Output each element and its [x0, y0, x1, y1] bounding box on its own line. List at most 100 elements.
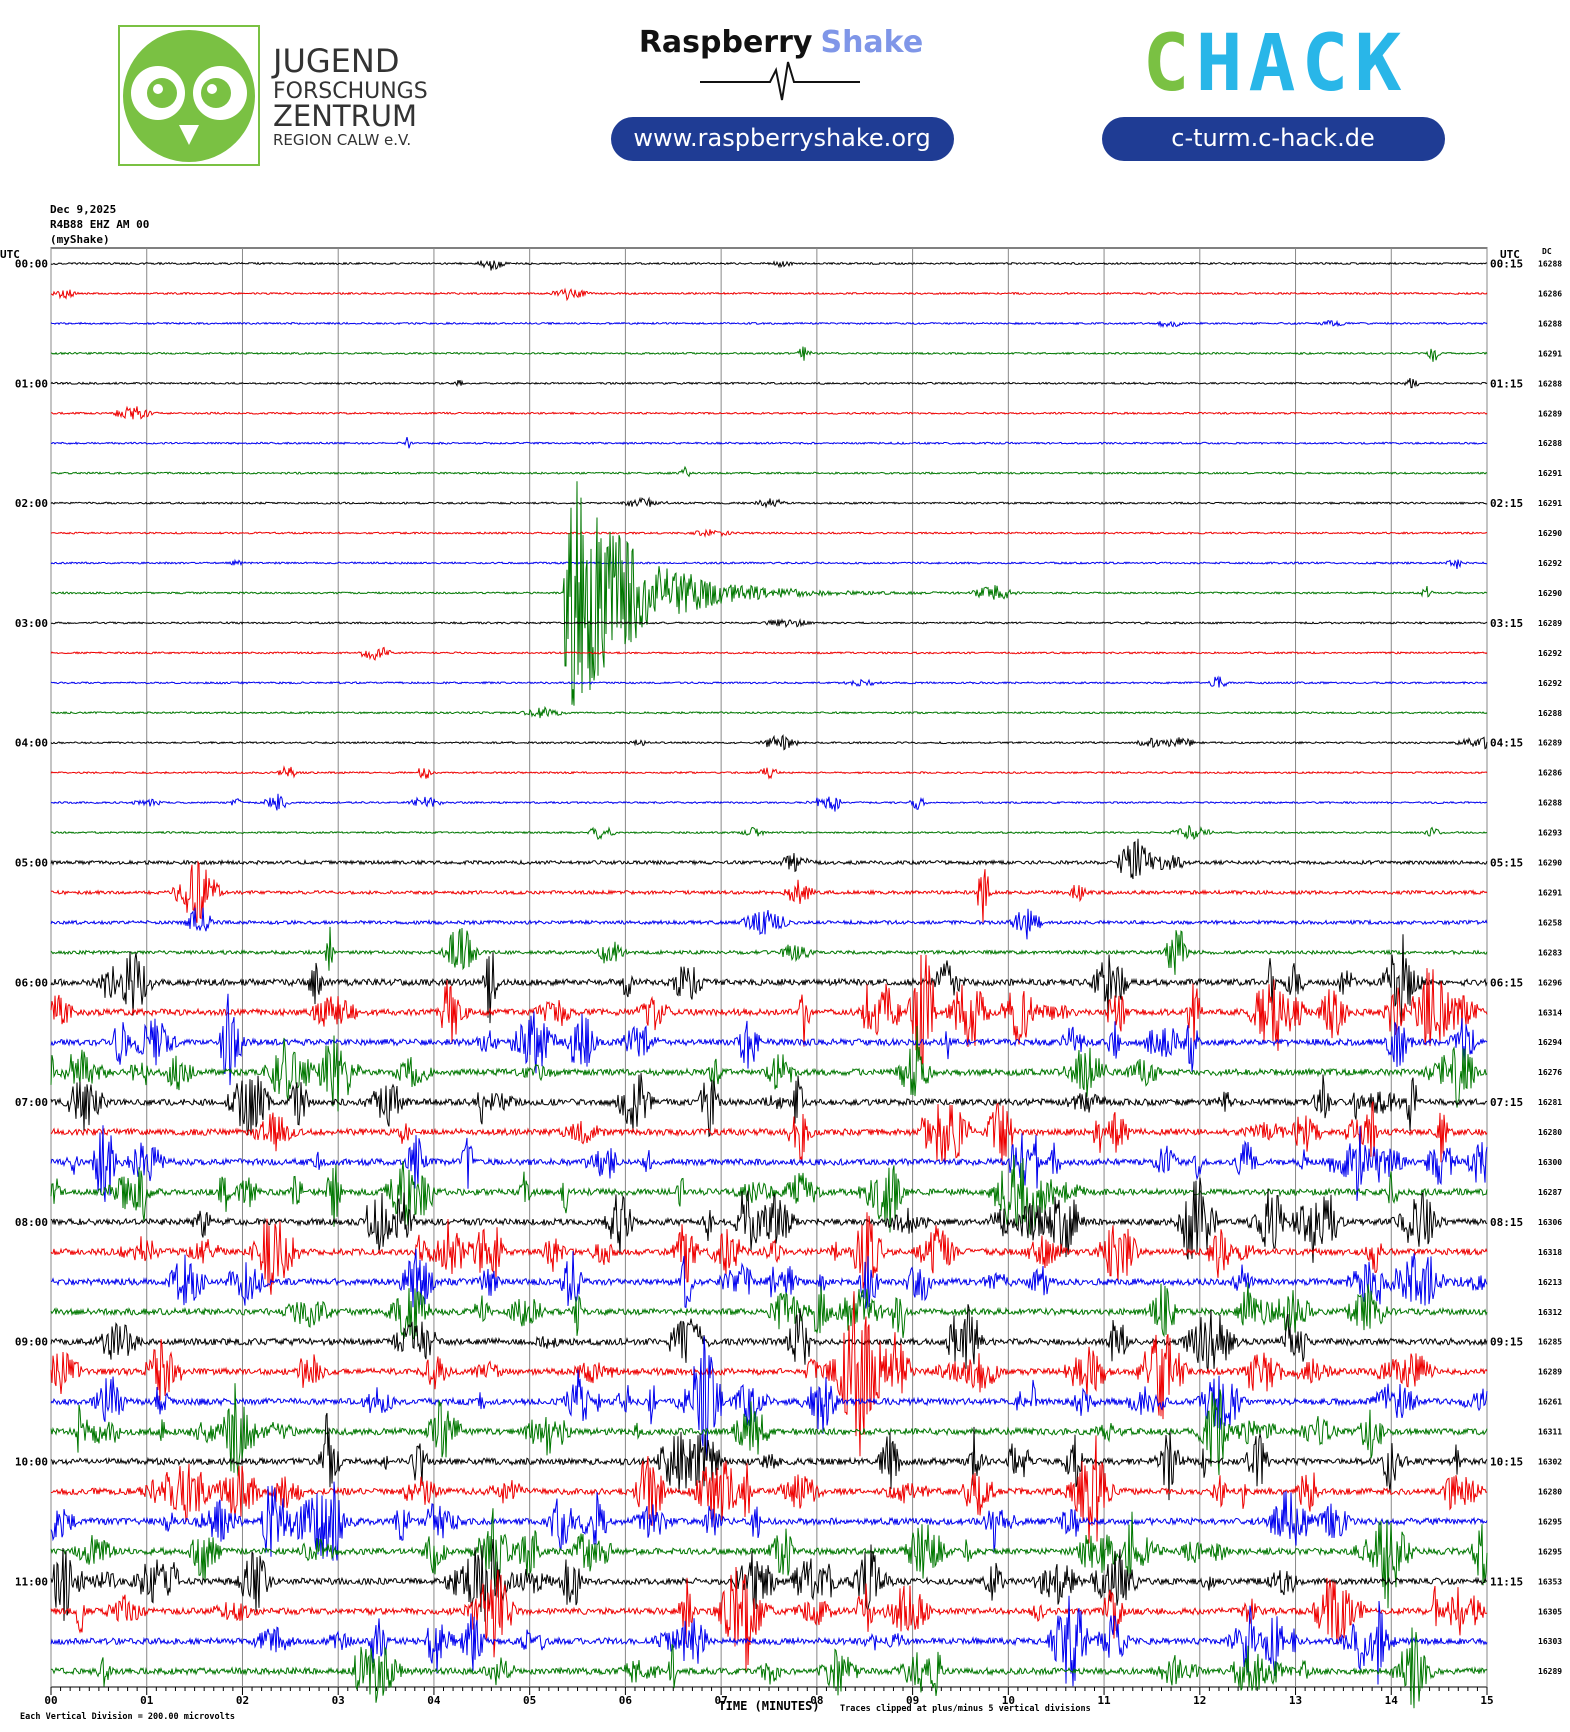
dc-value: 16290	[1538, 589, 1562, 598]
rs-word: Shake	[820, 25, 923, 60]
trace	[50, 1154, 1488, 1235]
dc-value: 16288	[1538, 260, 1562, 269]
trace	[50, 1538, 1488, 1622]
date: Dec 9,2025	[50, 203, 116, 216]
dc-value: 16318	[1538, 1248, 1562, 1257]
dc-value: 16288	[1538, 439, 1562, 448]
dc-value: 16289	[1538, 619, 1562, 628]
minute-label: 12	[1193, 1694, 1206, 1707]
plot-frame	[50, 247, 1488, 1688]
trace	[50, 465, 1488, 478]
minute-label: 07	[715, 1694, 728, 1707]
right-time: 02:15	[1490, 497, 1523, 510]
left-time: 07:00	[15, 1096, 48, 1109]
minute-label: 09	[906, 1694, 919, 1707]
minute-label: 13	[1289, 1694, 1302, 1707]
trace	[50, 346, 1488, 362]
rs-word: Raspberry	[639, 25, 813, 60]
right-time: 06:15	[1490, 976, 1523, 989]
trace	[50, 1304, 1488, 1372]
trace	[50, 675, 1488, 688]
dc-value: 16289	[1538, 409, 1562, 418]
trace	[50, 1481, 1488, 1561]
dc-value: 16291	[1538, 499, 1562, 508]
dc-value: 16302	[1538, 1458, 1562, 1467]
minute-label: 08	[810, 1694, 823, 1707]
minute-label: 02	[236, 1694, 249, 1707]
trace	[50, 618, 1488, 629]
trace	[50, 436, 1488, 449]
trace	[50, 838, 1488, 880]
trace	[50, 993, 1488, 1086]
right-time: 04:15	[1490, 737, 1523, 750]
scale-note: Each Vertical Division = 200.00 microvol…	[20, 1711, 235, 1722]
trace	[50, 377, 1488, 389]
trace	[51, 405, 1488, 420]
dc-unit: DC	[1542, 247, 1552, 256]
dc-value: 16289	[1538, 1368, 1562, 1377]
x-label: TIME (MINUTES)	[718, 1699, 819, 1713]
chack-url: c-turm.c-hack.de	[1171, 124, 1374, 152]
dc-value: 16281	[1538, 1098, 1562, 1107]
right-time: 07:15	[1490, 1096, 1523, 1109]
dc-value: 16290	[1538, 529, 1562, 538]
trace	[50, 1212, 1488, 1295]
rs-title: Raspberry Shake	[639, 25, 923, 60]
dc-value: 16289	[1538, 1667, 1562, 1676]
right-time: 11:15	[1490, 1575, 1523, 1588]
clip-note: Traces clipped at plus/minus 5 vertical …	[840, 1703, 1091, 1714]
trace	[50, 646, 1488, 661]
trace	[50, 765, 1488, 780]
dc-value: 16293	[1538, 829, 1562, 838]
dc-value: 16289	[1538, 739, 1562, 748]
left-time: 09:00	[15, 1336, 48, 1349]
dc-value: 16287	[1538, 1188, 1562, 1197]
trace	[50, 319, 1488, 329]
dc-value: 16295	[1538, 1547, 1562, 1556]
dc-value: 16314	[1538, 1008, 1562, 1017]
dc-value: 16290	[1538, 859, 1562, 868]
right-time: 08:15	[1490, 1216, 1523, 1229]
trace	[50, 1566, 1488, 1672]
dc-value: 16286	[1538, 289, 1562, 298]
minute-label: 10	[1002, 1694, 1015, 1707]
dc-value: 16261	[1538, 1398, 1562, 1407]
right-time: 03:15	[1490, 617, 1523, 630]
minute-label: 00	[44, 1694, 57, 1707]
left-time: 08:00	[15, 1216, 48, 1229]
right-unit: UTC	[1500, 248, 1520, 261]
dc-value: 16292	[1538, 679, 1562, 688]
dc-value: 16288	[1538, 319, 1562, 328]
dc-value: 16300	[1538, 1158, 1562, 1167]
dc-value: 16303	[1538, 1637, 1562, 1646]
chack-hack: HACK	[1196, 19, 1408, 109]
jfz-text: REGION CALW e.V.	[273, 131, 411, 149]
left-time: 04:00	[15, 737, 48, 750]
jfz-text: JUGEND	[271, 42, 399, 80]
trace	[50, 1508, 1488, 1609]
dc-value: 16312	[1538, 1308, 1562, 1317]
dc-value: 16285	[1538, 1338, 1562, 1347]
minute-label: 05	[523, 1694, 536, 1707]
minute-label: 15	[1480, 1694, 1493, 1707]
trace	[50, 1595, 1488, 1687]
minute-label: 04	[427, 1694, 441, 1707]
minute-label: 14	[1385, 1694, 1399, 1707]
dc-value: 16280	[1538, 1128, 1562, 1137]
trace	[50, 1073, 1488, 1138]
trace	[50, 260, 1488, 271]
dc-value: 16213	[1538, 1278, 1562, 1287]
source: (myShake)	[50, 233, 110, 246]
trace	[50, 825, 1488, 841]
trace	[50, 926, 1488, 975]
dc-value: 16291	[1538, 469, 1562, 478]
trace	[50, 934, 1488, 1026]
dc-value: 16288	[1538, 379, 1562, 388]
dc-value: 16306	[1538, 1218, 1562, 1227]
dc-value: 16292	[1538, 649, 1562, 658]
left-time: 06:00	[15, 976, 48, 989]
dc-value: 16294	[1538, 1038, 1562, 1047]
rs-pill	[611, 117, 954, 161]
trace	[50, 481, 1488, 706]
